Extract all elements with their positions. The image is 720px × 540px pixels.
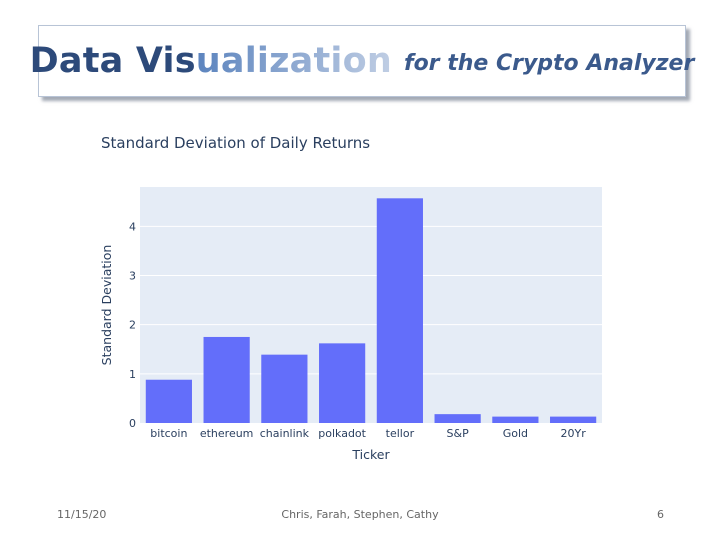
y-axis-label: Standard Deviation xyxy=(99,245,114,366)
slide-title-subtitle: for the Crypto Analyzer xyxy=(404,50,695,76)
x-tick-label: Gold xyxy=(503,427,528,440)
x-tick-label: bitcoin xyxy=(150,427,187,440)
y-tick-labels: 0 1 2 3 4 xyxy=(129,220,136,430)
x-tick-label: polkadot xyxy=(318,427,366,440)
x-tick-label: ethereum xyxy=(200,427,254,440)
bar-ethereum xyxy=(203,336,250,423)
bar-chainlink xyxy=(261,354,308,423)
y-tick-label: 1 xyxy=(129,368,136,381)
bar-tellor xyxy=(376,198,423,423)
bar-polkadot xyxy=(319,343,366,423)
slide-title-box: Data Visualization for the Crypto Analyz… xyxy=(30,25,694,97)
x-tick-label: chainlink xyxy=(260,427,310,440)
y-tick-label: 0 xyxy=(129,417,136,430)
slide-title-main: Data Visualization xyxy=(30,41,392,81)
x-tick-labels: bitcoin ethereum chainlink polkadot tellor S&… xyxy=(150,427,586,440)
footer-authors: Chris, Farah, Stephen, Cathy xyxy=(281,508,439,521)
bar-gold xyxy=(492,416,539,423)
bar-bitcoin xyxy=(145,379,192,423)
chart-title: Standard Deviation of Daily Returns xyxy=(101,134,371,152)
y-tick-label: 3 xyxy=(129,270,136,283)
slide-title-part1: Data Vis xyxy=(29,41,196,81)
bar-s-p xyxy=(434,414,481,423)
x-axis-label: Ticker xyxy=(351,447,390,462)
bars-group xyxy=(145,198,597,423)
footer-page-number: 6 xyxy=(657,508,664,521)
y-tick-label: 4 xyxy=(129,220,136,233)
slide-title-part2: ualization xyxy=(195,41,392,81)
y-tick-label: 2 xyxy=(129,319,136,332)
x-tick-label: tellor xyxy=(386,427,415,440)
x-tick-label: S&P xyxy=(447,427,470,440)
footer-date: 11/15/20 xyxy=(57,508,107,521)
bar-20yr xyxy=(550,416,597,423)
x-tick-label: 20Yr xyxy=(561,427,587,440)
